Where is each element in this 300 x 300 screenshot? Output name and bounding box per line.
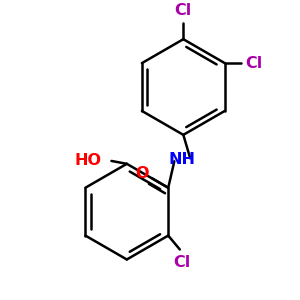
Text: Cl: Cl: [246, 56, 263, 70]
Text: NH: NH: [168, 152, 195, 167]
Text: HO: HO: [75, 153, 102, 168]
Text: O: O: [135, 166, 148, 181]
Text: Cl: Cl: [175, 3, 192, 18]
Text: Cl: Cl: [173, 255, 191, 270]
